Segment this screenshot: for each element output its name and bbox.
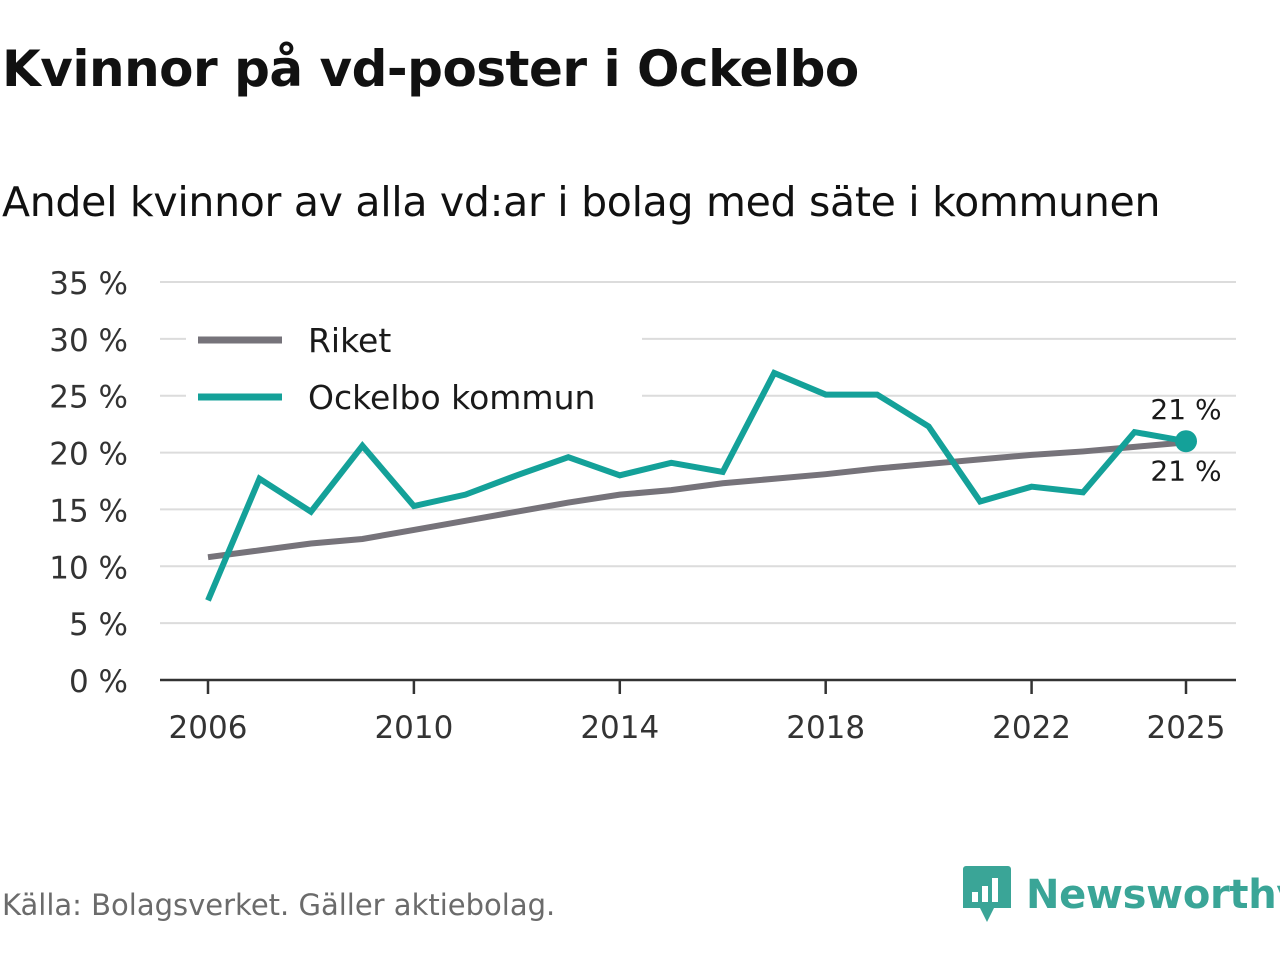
end-labels: 21 % 21 %: [1150, 393, 1221, 487]
x-tick-label: 2018: [786, 710, 865, 746]
x-tick-label: 2022: [992, 710, 1071, 746]
x-tick-label: 2006: [169, 710, 248, 746]
x-tick-label: 2010: [374, 710, 453, 746]
series-line-ockelbo: [205, 369, 1187, 602]
y-tick-label: 35 %: [49, 266, 128, 302]
y-axis-ticks: 0 % 5 % 10 % 15 % 20 % 25 % 30 % 35 %: [49, 266, 128, 700]
y-tick-label: 10 %: [49, 550, 128, 586]
y-tick-label: 5 %: [69, 607, 128, 643]
chart-title: Kvinnor på vd-poster i Ockelbo: [2, 40, 859, 98]
legend: Riket Ockelbo kommun: [186, 318, 642, 430]
series-end-marker: [1175, 430, 1197, 453]
source-note: Källa: Bolagsverket. Gäller aktiebolag.: [2, 888, 556, 922]
x-tick-label: 2025: [1147, 710, 1226, 746]
end-label-riket: 21 %: [1150, 454, 1221, 487]
brand: Newsworthy: [962, 864, 1280, 926]
y-tick-label: 25 %: [49, 380, 128, 416]
y-tick-label: 15 %: [49, 493, 128, 529]
x-tick-label: 2014: [580, 710, 659, 746]
brand-name: Newsworthy: [1026, 872, 1280, 918]
legend-label: Ockelbo kommun: [308, 378, 595, 417]
series: [205, 369, 1197, 602]
x-axis-ticks: 2006 2010 2014 2018 2022 2025: [169, 680, 1226, 746]
series-line-riket: [207, 439, 1187, 561]
y-tick-label: 20 %: [49, 437, 128, 473]
newsworthy-logo-icon: [963, 866, 1011, 922]
end-label-ockelbo: 21 %: [1150, 393, 1221, 426]
legend-label: Riket: [308, 321, 391, 360]
y-tick-label: 30 %: [49, 323, 128, 359]
chart-subtitle: Andel kvinnor av alla vd:ar i bolag med …: [2, 178, 1161, 226]
y-tick-label: 0 %: [69, 664, 128, 700]
